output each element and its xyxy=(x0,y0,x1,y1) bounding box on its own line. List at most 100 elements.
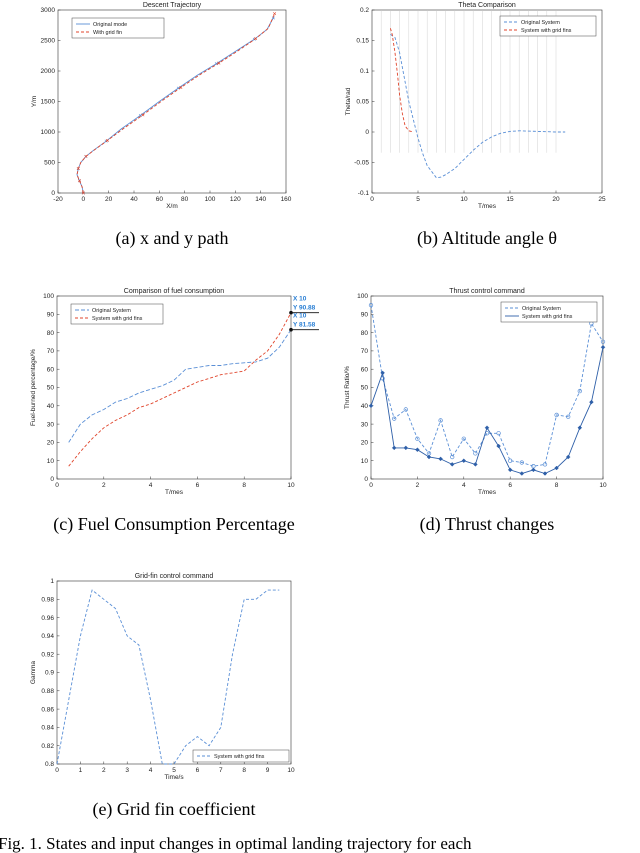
data-point xyxy=(589,399,594,405)
chart-title: Thrust control command xyxy=(449,288,525,295)
legend-entry: System with grid fins xyxy=(92,316,143,322)
y-tick-label: 10 xyxy=(47,458,55,465)
y-tick-label: 0 xyxy=(50,476,54,483)
legend: Original System System with grid fins xyxy=(70,303,164,325)
x-tick-label: 8 xyxy=(242,767,246,774)
data-point xyxy=(368,403,374,409)
subfigure-caption: (c) Fuel Consumption Percentage xyxy=(53,514,294,535)
x-axis-label: X/m xyxy=(166,203,178,210)
data-point xyxy=(449,462,455,467)
data-point xyxy=(565,454,571,460)
x-tick-label: 60 xyxy=(156,196,164,203)
data-point xyxy=(179,85,183,89)
x-tick-label: 6 xyxy=(508,482,512,489)
legend-box xyxy=(71,17,165,39)
data-point xyxy=(84,154,88,158)
data-point xyxy=(554,465,559,471)
legend-entry: Original mode xyxy=(93,22,127,28)
data-point xyxy=(496,443,501,449)
data-point xyxy=(577,389,582,394)
datatip-x: X 10 xyxy=(293,296,307,303)
datatip-x: X 10 xyxy=(293,313,307,320)
y-tick-label: 90 xyxy=(47,312,55,319)
y-tick-label: 20 xyxy=(47,440,55,447)
data-point xyxy=(484,425,490,431)
subfigure-caption: (d) Thrust changes xyxy=(420,514,555,535)
data-point xyxy=(426,454,432,460)
series-line-1 xyxy=(76,17,274,194)
y-tick-label: 2000 xyxy=(41,68,56,75)
y-tick-label: -0.05 xyxy=(354,160,369,167)
y-tick-label: 80 xyxy=(361,330,369,337)
data-point xyxy=(542,471,548,476)
data-point xyxy=(368,303,374,308)
y-tick-label: 0 xyxy=(51,190,55,197)
x-tick-label: 5 xyxy=(172,767,176,774)
chart-title: Grid-fin control command xyxy=(135,573,214,580)
y-tick-label: 80 xyxy=(47,330,55,337)
x-tick-label: 0 xyxy=(82,196,86,203)
y-tick-label: 0.05 xyxy=(356,99,369,106)
y-tick-label: 0.86 xyxy=(41,706,54,713)
x-tick-label: -20 xyxy=(53,196,63,203)
y-tick-label: 0.15 xyxy=(356,38,369,45)
data-point xyxy=(141,113,145,117)
y-tick-label: 0.88 xyxy=(41,688,54,695)
x-tick-label: 2 xyxy=(102,482,106,489)
subfigure-caption: (e) Grid fin coefficient xyxy=(92,799,255,820)
x-tick-label: 6 xyxy=(196,482,200,489)
datatip-y: Y 81.58 xyxy=(293,322,316,329)
data-point xyxy=(380,370,385,376)
y-tick-label: 70 xyxy=(47,348,55,355)
legend: System with grid fins xyxy=(192,749,290,763)
x-tick-label: 7 xyxy=(219,767,223,774)
x-tick-label: 8 xyxy=(242,482,246,489)
data-point xyxy=(542,462,548,467)
data-point xyxy=(438,456,443,462)
x-tick-label: 10 xyxy=(599,482,607,489)
x-tick-label: 4 xyxy=(149,482,153,489)
y-tick-label: 40 xyxy=(361,403,369,410)
legend: Original System System with grid fins xyxy=(500,301,598,323)
plot-frame xyxy=(56,295,292,480)
y-tick-label: 0.8 xyxy=(45,761,54,768)
plot-frame xyxy=(56,580,292,765)
data-point xyxy=(461,458,467,463)
y-tick-label: 3000 xyxy=(41,7,56,14)
legend-box xyxy=(192,749,290,763)
y-axis-label: Y/m xyxy=(31,96,38,108)
x-tick-label: 120 xyxy=(230,196,241,203)
y-tick-label: 0.2 xyxy=(360,7,369,14)
chart-title: Comparison of fuel consumption xyxy=(124,288,224,295)
y-tick-label: 0.92 xyxy=(41,651,54,658)
y-axis-label: Thrust Ratio/% xyxy=(344,366,351,409)
y-axis-label: Theta/rad xyxy=(345,87,352,115)
data-point xyxy=(403,407,408,412)
series-line-1 xyxy=(68,329,292,443)
x-axis-label: T/mes xyxy=(478,489,497,496)
y-tick-label: 60 xyxy=(47,366,55,373)
data-point xyxy=(391,445,397,451)
x-tick-label: 10 xyxy=(460,196,468,203)
y-tick-label: 20 xyxy=(361,440,369,447)
data-point xyxy=(519,471,525,476)
plot-frame xyxy=(371,9,603,194)
x-tick-label: 160 xyxy=(281,196,292,203)
data-point xyxy=(392,416,397,421)
data-point xyxy=(600,344,606,350)
y-tick-label: 100 xyxy=(43,293,54,300)
series-line-1 xyxy=(370,305,604,467)
legend-entry: Original System xyxy=(522,306,561,312)
data-point xyxy=(508,458,513,463)
x-tick-label: 0 xyxy=(370,196,374,203)
y-tick-label: 1000 xyxy=(41,129,56,136)
y-tick-label: 0.82 xyxy=(41,743,54,750)
data-point xyxy=(554,412,559,418)
data-point xyxy=(78,179,82,183)
x-tick-label: 10 xyxy=(287,767,295,774)
legend-entry: With grid fin xyxy=(93,30,122,36)
x-tick-label: 0 xyxy=(55,767,59,774)
plot-frame xyxy=(57,9,287,194)
